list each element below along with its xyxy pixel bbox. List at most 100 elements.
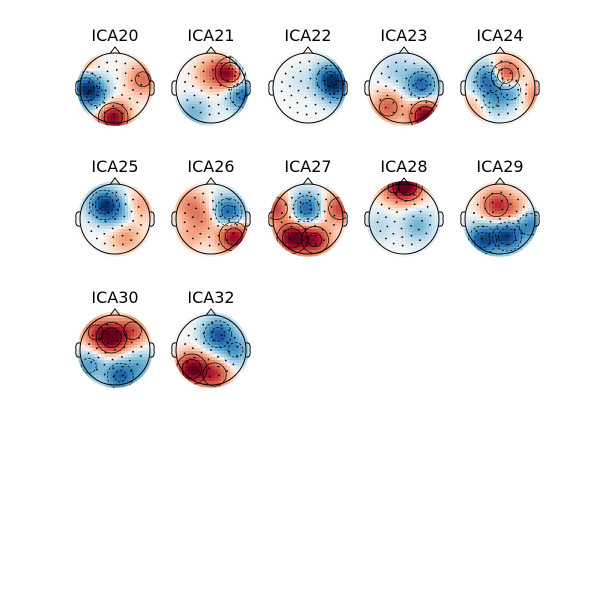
sensor-dot <box>492 211 494 214</box>
sensor-dot <box>509 62 512 65</box>
sensor-dot <box>385 106 387 109</box>
sensor-dot <box>300 211 302 214</box>
sensor-dot <box>480 216 483 219</box>
sensor-dot <box>525 224 527 226</box>
sensor-dot <box>325 198 327 201</box>
sensor-dot <box>132 219 135 222</box>
right-ear-outline <box>245 211 251 227</box>
sensor-dot <box>317 62 320 65</box>
sensor-dot <box>421 198 423 201</box>
sensor-dot <box>413 62 416 65</box>
sensor-dot <box>410 103 413 106</box>
sensor-dot <box>90 99 93 102</box>
sensor-dot <box>115 191 118 194</box>
sensor-dot <box>513 228 516 231</box>
topomap-title: ICA22 <box>284 26 331 45</box>
sensor-dot <box>228 198 230 201</box>
sensor-dot <box>291 65 293 68</box>
topomap-title: ICA27 <box>284 157 331 176</box>
sensor-dot <box>193 225 196 228</box>
sensor-dot <box>482 94 485 97</box>
sensor-dot <box>115 322 118 325</box>
sensor-dot <box>386 94 389 97</box>
sensor-dot <box>497 105 500 108</box>
right-ear-outline <box>149 342 155 358</box>
sensor-dot <box>296 101 299 104</box>
head-outline <box>368 52 440 124</box>
sensor-dot <box>132 88 135 91</box>
sensor-dot <box>202 201 205 204</box>
sensor-dot <box>291 196 293 199</box>
topomap-title: ICA23 <box>380 26 427 45</box>
sensor-dot <box>132 198 134 201</box>
sensor-dot <box>489 220 492 223</box>
sensor-dot <box>500 199 503 202</box>
nose-outline <box>398 46 410 54</box>
sensor-dot <box>123 84 126 87</box>
sensor-dot <box>379 230 382 233</box>
topomap-contours <box>316 64 346 99</box>
sensor-dot <box>123 346 126 349</box>
sensor-dot <box>333 83 336 86</box>
sensor-dot <box>130 341 133 344</box>
sensor-dot <box>491 192 494 195</box>
sensor-dot <box>220 203 223 206</box>
sensor-dot <box>136 363 139 366</box>
sensor-dot <box>183 90 186 93</box>
sensor-dot <box>333 224 335 226</box>
sensor-dot <box>280 90 283 93</box>
sensor-dot <box>388 207 391 210</box>
sensor-dot <box>132 350 135 353</box>
sensor-dot <box>290 94 293 97</box>
sensor-dot <box>321 97 324 100</box>
sensor-dot <box>124 203 127 206</box>
right-ear-outline <box>245 342 251 358</box>
sensor-dot <box>128 97 131 100</box>
sensor-dot <box>506 224 508 227</box>
sensor-dot <box>395 192 398 195</box>
sensor-dot <box>121 103 124 106</box>
sensor-dot <box>236 355 238 357</box>
right-ear-outline <box>438 211 444 227</box>
sensor-dot <box>199 242 202 245</box>
sensor-dot <box>104 220 107 223</box>
topomap-contours <box>89 189 120 221</box>
right-ear-outline <box>149 80 155 96</box>
left-ear-outline <box>75 211 81 227</box>
sensor-dot <box>429 214 432 217</box>
sensor-dot <box>200 89 203 92</box>
sensor-dot <box>488 111 491 114</box>
sensor-dot <box>500 60 503 63</box>
head-outline <box>368 183 440 255</box>
sensor-dot <box>112 244 115 247</box>
topomap-ica23: ICA23 <box>364 26 444 126</box>
sensor-dot <box>380 203 383 206</box>
sensor-dot <box>509 193 512 196</box>
topomap-ica20: ICA20 <box>75 26 155 126</box>
sensor-dot <box>87 90 90 93</box>
left-ear-outline <box>75 342 81 358</box>
sensor-dot <box>501 208 504 211</box>
sensor-dot <box>376 90 379 93</box>
sensor-dot <box>224 228 227 231</box>
sensor-dot <box>217 243 220 246</box>
sensor-dot <box>480 85 483 88</box>
sensor-dot <box>236 83 239 86</box>
sensor-dot <box>488 232 491 235</box>
sensor-dot <box>316 84 319 87</box>
sensor-dot <box>317 203 320 206</box>
sensor-dot <box>296 232 299 235</box>
sensor-dot <box>220 62 223 65</box>
sensor-dot <box>517 67 519 70</box>
sensor-dot <box>88 212 90 214</box>
sensor-dot <box>207 358 210 361</box>
sensor-dot <box>191 85 194 88</box>
sensor-dot <box>226 341 229 344</box>
sensor-dot <box>121 365 124 368</box>
sensor-dot <box>194 327 196 330</box>
sensor-dot <box>106 70 109 73</box>
sensor-dot <box>207 227 210 230</box>
sensor-dot <box>325 219 328 222</box>
sensor-dot <box>288 216 291 219</box>
sensor-dot <box>475 99 478 102</box>
